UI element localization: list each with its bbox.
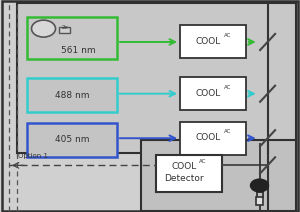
Text: Option 1: Option 1 xyxy=(18,153,48,159)
Bar xyxy=(59,27,70,33)
Bar xyxy=(180,122,246,155)
Bar xyxy=(156,155,222,192)
Bar xyxy=(27,17,117,59)
Bar xyxy=(27,123,117,157)
Text: AC: AC xyxy=(224,85,232,90)
Circle shape xyxy=(32,20,56,37)
Circle shape xyxy=(250,179,268,192)
Text: 561 nm: 561 nm xyxy=(61,46,95,55)
Text: COOL: COOL xyxy=(195,89,220,98)
Bar xyxy=(180,77,246,110)
Text: AC: AC xyxy=(199,159,206,164)
Text: COOL: COOL xyxy=(195,133,220,142)
Text: AC: AC xyxy=(224,129,232,134)
Text: 2x: 2x xyxy=(62,25,68,30)
Text: 488 nm: 488 nm xyxy=(55,91,89,100)
Text: COOL: COOL xyxy=(171,162,196,171)
Bar xyxy=(141,140,296,211)
Text: Detector: Detector xyxy=(164,174,203,183)
Text: COOL: COOL xyxy=(195,37,220,46)
Text: 405 nm: 405 nm xyxy=(55,135,89,144)
Bar xyxy=(256,197,263,205)
Bar xyxy=(180,25,246,58)
Bar xyxy=(16,3,296,153)
Text: AC: AC xyxy=(224,33,232,38)
Bar xyxy=(27,78,117,112)
